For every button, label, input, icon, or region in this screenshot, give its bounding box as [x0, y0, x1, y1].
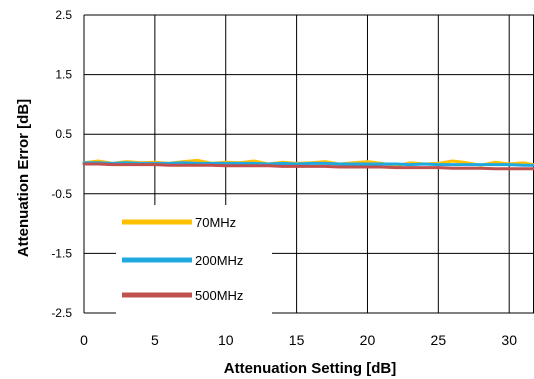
tick-labels: -2.5 -1.5 -0.5 0.5 1.5 2.5 0 5 10 15 20 25 30 — [51, 8, 517, 348]
y-tick-label: 2.5 — [55, 8, 72, 22]
x-tick-label: 5 — [151, 332, 159, 348]
legend-label-200MHz: 200MHz — [195, 253, 243, 268]
y-axis-label: Attenuation Error [dB] — [15, 99, 32, 257]
x-tick-label: 25 — [431, 332, 447, 348]
legend-label-70MHz: 70MHz — [195, 215, 236, 230]
legend-label-500MHz: 500MHz — [195, 288, 243, 303]
x-tick-label: 15 — [289, 332, 305, 348]
x-axis-label: Attenuation Setting [dB] — [224, 360, 396, 377]
y-tick-label: 1.5 — [55, 68, 72, 82]
x-tick-label: 0 — [80, 332, 88, 348]
x-tick-label: 20 — [360, 332, 376, 348]
x-tick-label: 30 — [501, 332, 517, 348]
y-tick-label: 0.5 — [55, 127, 72, 141]
y-tick-label: -1.5 — [51, 246, 72, 260]
legend: 70MHz 200MHz 500MHz — [116, 205, 272, 315]
series-line-500MHz — [82, 162, 534, 171]
series-lines — [82, 158, 534, 171]
y-tick-label: -2.5 — [51, 306, 72, 320]
y-tick-label: -0.5 — [51, 187, 72, 201]
x-tick-label: 10 — [218, 332, 234, 348]
